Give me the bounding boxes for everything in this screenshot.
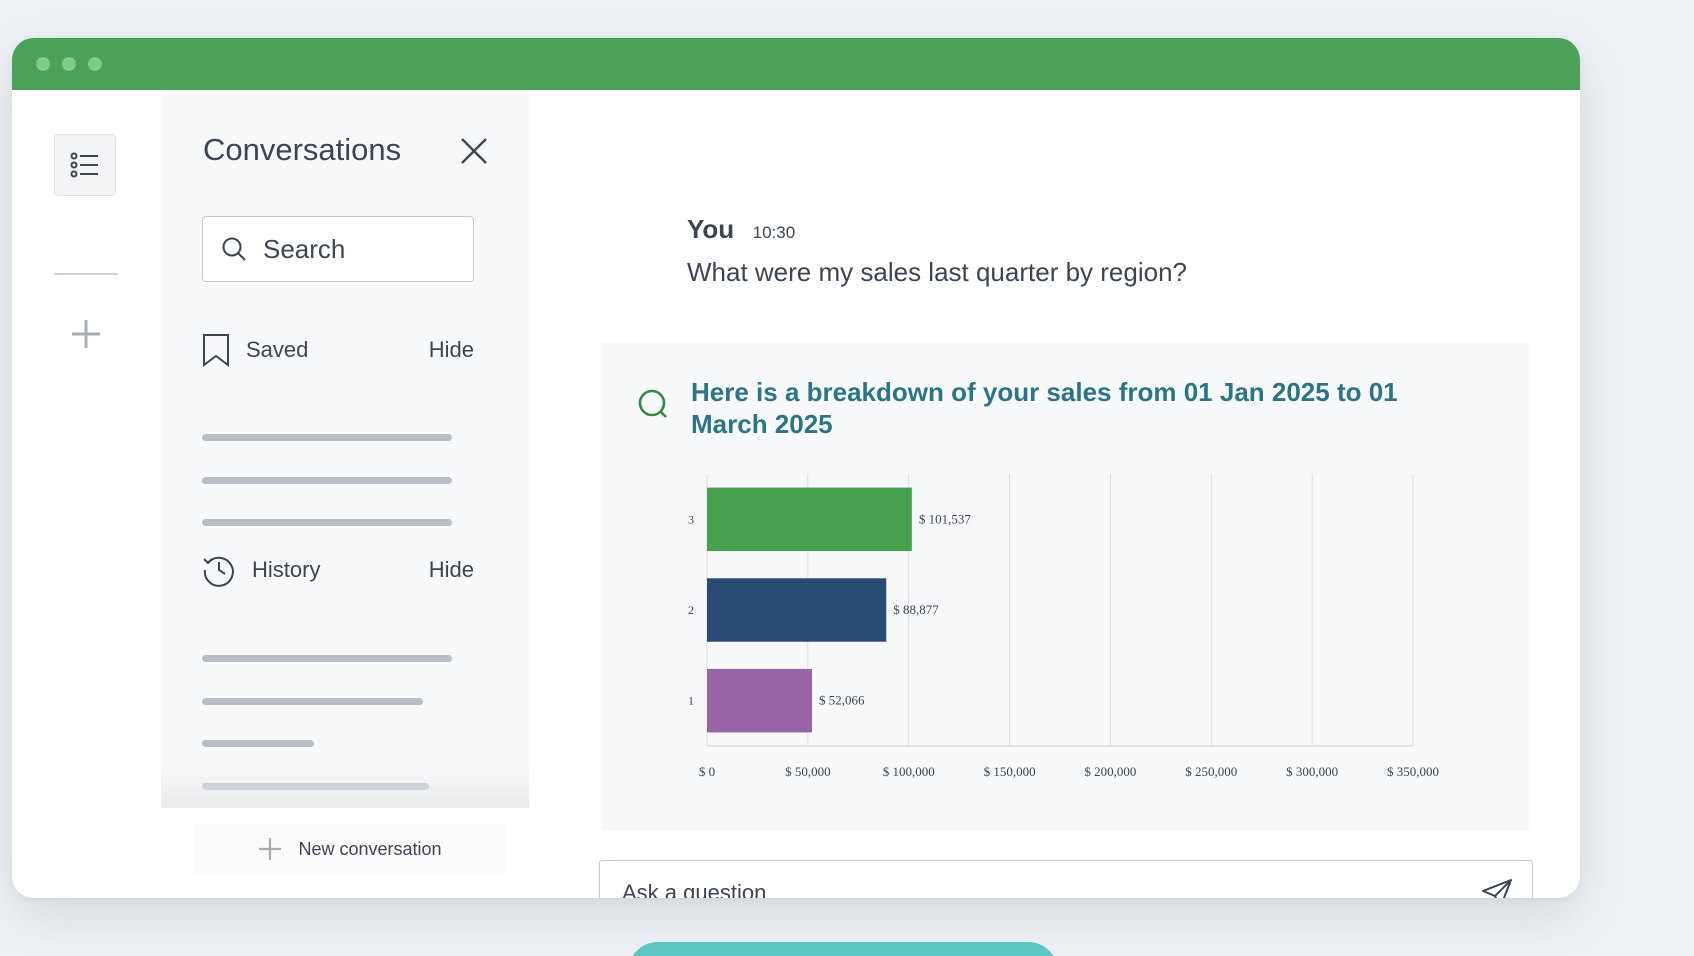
user-question: What were my sales last quarter by regio… [687,257,1187,287]
plus-icon [259,838,282,860]
x-tick-label: $ 100,000 [883,764,935,779]
conversation-list-button[interactable] [54,134,116,196]
send-icon[interactable] [1480,877,1514,898]
saved-item-1[interactable] [202,434,452,441]
bookmark-icon [203,334,229,367]
conversations-panel: Conversations Search Saved Hide [161,90,529,832]
ask-placeholder: Ask a question [622,880,767,898]
x-tick-label: $ 250,000 [1185,764,1237,779]
history-item-2[interactable] [202,698,423,705]
window-dot-2[interactable] [62,57,76,71]
left-rail [12,90,160,898]
saved-item-3[interactable] [202,519,452,526]
x-tick-label: $ 50,000 [785,764,831,779]
bar-value-label: $ 88,877 [893,602,939,617]
close-icon [461,138,487,164]
assistant-icon [638,389,667,418]
ask-question-input[interactable]: Ask a question [599,860,1533,898]
app-window: Conversations Search Saved Hide [12,38,1580,898]
rail-new-button[interactable] [66,314,106,354]
bar-value-label: $ 101,537 [919,511,972,526]
history-item-1[interactable] [202,655,452,662]
close-panel-button[interactable] [457,134,491,168]
rail-divider [54,273,118,275]
x-tick-label: $ 200,000 [1084,764,1136,779]
search-placeholder: Search [263,233,346,264]
window-dot-1[interactable] [36,57,50,71]
x-tick-label: $ 300,000 [1286,764,1338,779]
user-name: You [687,214,735,244]
x-tick-label: $ 350,000 [1387,764,1439,779]
category-label: 3 [688,512,694,526]
saved-label: Saved [246,337,309,362]
history-icon [203,556,234,587]
history-hide-button[interactable]: Hide [428,557,474,582]
history-section-header: History Hide [202,550,474,590]
new-conversation-label: New conversation [298,838,442,859]
answer-title: Here is a breakdown of your sales from 0… [691,377,1398,439]
panel-title: Conversations [203,132,402,167]
bar-1 [707,668,813,733]
message-time: 10:30 [752,223,796,242]
search-input[interactable]: Search [202,216,474,282]
window-dot-3[interactable] [88,57,102,71]
history-label: History [252,557,321,582]
title-bar [12,38,1580,90]
user-message: You 10:30 What were my sales last quarte… [687,214,1187,288]
saved-section-header: Saved Hide [202,330,474,370]
bottom-action-pill[interactable] [628,942,1058,956]
search-icon [222,237,246,261]
saved-hide-button[interactable]: Hide [428,337,474,362]
category-label: 2 [688,603,694,617]
bar-2 [707,578,887,642]
new-conversation-button[interactable]: New conversation [194,824,506,874]
x-tick-label: $ 0 [699,764,715,779]
chat-area: You 10:30 What were my sales last quarte… [529,90,1580,898]
category-label: 1 [688,694,694,708]
history-item-3[interactable] [202,740,314,747]
saved-item-2[interactable] [202,477,452,484]
bar-3 [707,487,912,552]
sales-bar-chart: $ 0 $ 50,000 $ 100,000 $ 150,000 $ 200,000 $ … [688,474,1439,779]
plus-icon [72,320,100,348]
panel-fade [161,768,529,808]
assistant-answer-card: Here is a breakdown of your sales from 0… [601,342,1529,830]
x-tick-label: $ 150,000 [984,764,1036,779]
list-icon [70,152,98,178]
bar-value-label: $ 52,066 [819,693,865,708]
